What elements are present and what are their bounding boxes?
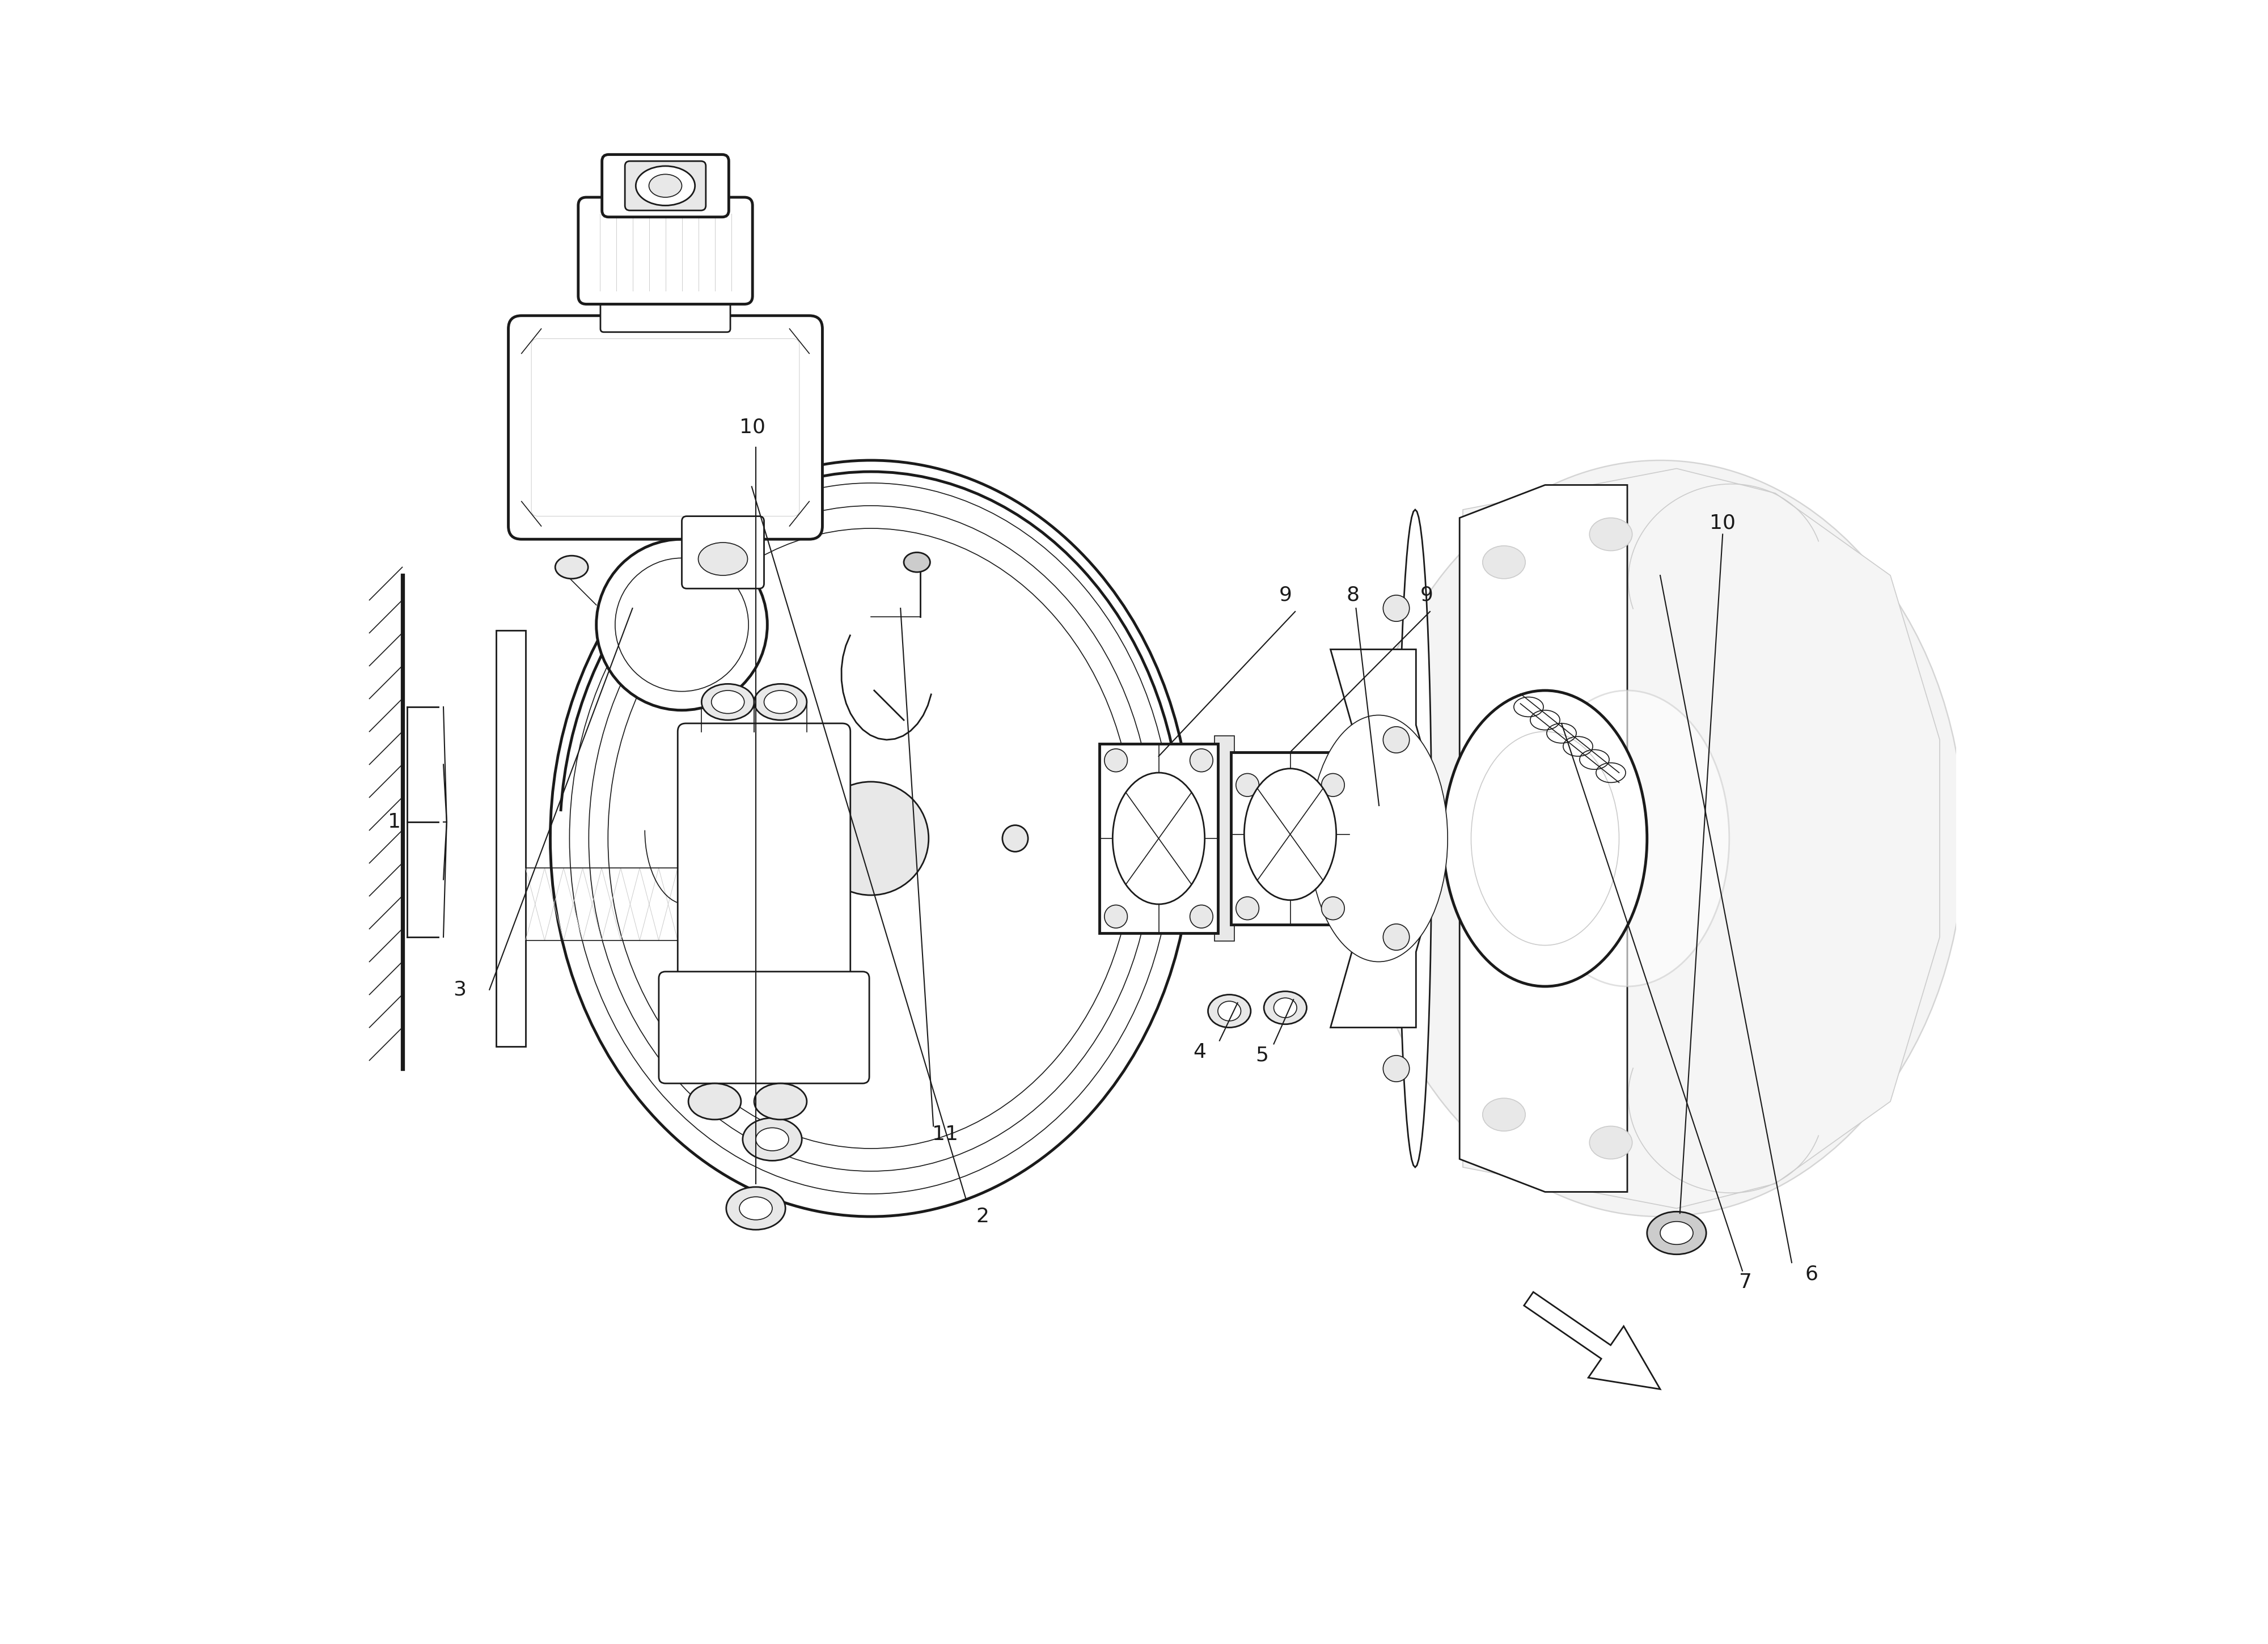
Ellipse shape [1263,991,1306,1024]
Text: 10: 10 [1710,513,1735,533]
Ellipse shape [1647,1212,1706,1254]
Ellipse shape [712,690,744,713]
Ellipse shape [551,460,1191,1217]
Text: 8: 8 [1347,585,1359,605]
Text: 9: 9 [1420,585,1433,605]
Ellipse shape [596,539,767,710]
Polygon shape [1463,469,1939,1208]
Bar [497,630,526,1047]
FancyBboxPatch shape [601,293,730,332]
Ellipse shape [1483,546,1526,579]
Ellipse shape [764,690,796,713]
Bar [1100,743,1218,934]
Ellipse shape [699,543,748,575]
Text: 5: 5 [1256,1046,1268,1065]
Ellipse shape [755,1128,789,1151]
Ellipse shape [590,506,1152,1171]
Text: 6: 6 [1805,1264,1819,1284]
Ellipse shape [1383,924,1408,950]
FancyBboxPatch shape [678,723,850,986]
FancyBboxPatch shape [578,197,753,304]
Ellipse shape [726,1187,785,1230]
Ellipse shape [1236,898,1259,921]
Ellipse shape [569,483,1173,1194]
Ellipse shape [1114,773,1204,904]
Ellipse shape [635,166,694,205]
Ellipse shape [1660,1221,1692,1245]
Ellipse shape [1275,998,1297,1018]
Text: 1: 1 [388,812,401,832]
Ellipse shape [1590,518,1633,551]
FancyBboxPatch shape [626,161,705,210]
Ellipse shape [1236,774,1259,797]
Text: 11: 11 [932,1124,957,1144]
Ellipse shape [903,552,930,572]
Ellipse shape [814,781,928,894]
Ellipse shape [1526,690,1728,986]
Ellipse shape [689,1083,742,1120]
Ellipse shape [1191,904,1213,929]
Ellipse shape [608,528,1134,1149]
Polygon shape [1399,510,1431,1167]
FancyBboxPatch shape [658,972,869,1083]
FancyBboxPatch shape [531,339,798,516]
Ellipse shape [1245,769,1336,901]
Polygon shape [1331,649,1438,1028]
Text: 10: 10 [739,418,767,437]
FancyBboxPatch shape [601,155,728,217]
Ellipse shape [1383,595,1408,621]
Text: 7: 7 [1740,1272,1753,1292]
Text: 2: 2 [975,1207,989,1226]
FancyBboxPatch shape [683,516,764,589]
Ellipse shape [1442,690,1647,986]
FancyArrow shape [1524,1292,1660,1389]
Text: 3: 3 [454,980,467,1000]
Ellipse shape [1218,1001,1241,1021]
Ellipse shape [1472,732,1619,945]
Ellipse shape [739,1197,771,1220]
Ellipse shape [556,556,587,579]
Ellipse shape [1383,1055,1408,1082]
Ellipse shape [1209,995,1250,1028]
Ellipse shape [1383,727,1408,753]
Text: 9: 9 [1279,585,1293,605]
Bar [1216,737,1234,940]
Ellipse shape [755,684,807,720]
Ellipse shape [742,1118,803,1161]
Ellipse shape [701,684,755,720]
Ellipse shape [1191,750,1213,773]
Ellipse shape [1322,774,1345,797]
Ellipse shape [649,174,683,197]
Ellipse shape [1356,460,1964,1217]
FancyBboxPatch shape [508,316,823,539]
Ellipse shape [615,557,748,692]
Bar [1232,753,1349,924]
Ellipse shape [1105,750,1127,773]
Ellipse shape [1590,1126,1633,1159]
Ellipse shape [1002,825,1027,852]
Text: 4: 4 [1193,1042,1207,1062]
Ellipse shape [1483,1098,1526,1131]
Ellipse shape [1309,715,1447,962]
Ellipse shape [1322,898,1345,921]
Polygon shape [1461,485,1628,1192]
Ellipse shape [1105,904,1127,929]
Ellipse shape [755,1083,807,1120]
